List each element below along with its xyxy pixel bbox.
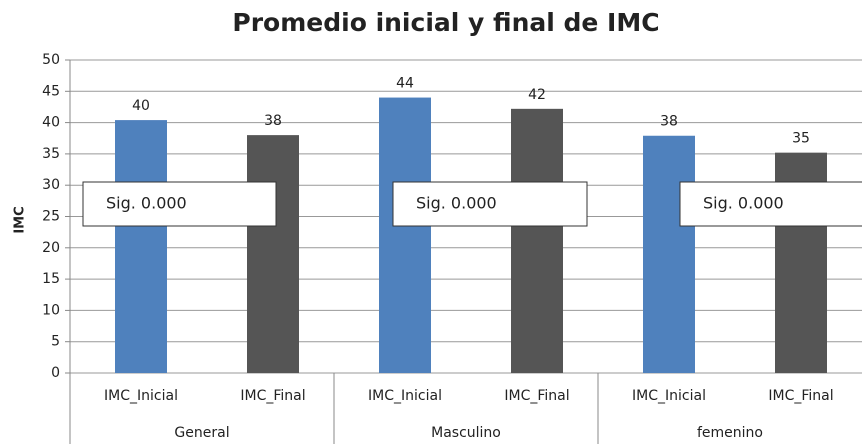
y-tick-label: 25 [42,209,60,225]
y-tick-label: 45 [42,83,60,99]
value-label: 40 [132,98,150,114]
value-label: 38 [660,114,678,130]
value-label: 35 [792,131,810,147]
annotation: Sig. 0.000 [416,194,497,213]
group-label: General [174,425,229,441]
y-tick-label: 35 [42,146,60,162]
y-axis-label: IMC [13,206,28,233]
annotation: Sig. 0.000 [703,194,784,213]
bar [115,120,167,373]
chart-title: Promedio inicial y final de IMC [232,8,659,37]
y-tick-label: 40 [42,115,60,131]
x-tick-label: IMC_Final [240,388,305,404]
y-tick-label: 20 [42,240,60,256]
y-tick-label: 30 [42,177,60,193]
value-label: 42 [528,87,546,103]
y-tick-label: 0 [51,365,60,381]
annotation-box [392,181,588,227]
bar [379,97,431,373]
value-label: 44 [396,76,414,92]
annotation-box [679,181,862,227]
bar [511,108,563,373]
group-label: femenino [697,425,763,441]
x-tick-label: IMC_Final [504,388,569,404]
x-tick-label: IMC_Final [768,388,833,404]
group-label: Masculino [431,425,501,441]
bar [643,135,695,373]
annotation-box [82,181,277,227]
y-tick-label: 50 [42,52,60,68]
bar [247,135,299,373]
y-tick-label: 5 [51,334,60,350]
y-tick-label: 15 [42,271,60,287]
x-tick-label: IMC_Inicial [368,388,442,404]
y-tick-label: 10 [42,302,60,318]
x-tick-label: IMC_Inicial [632,388,706,404]
x-tick-label: IMC_Inicial [104,388,178,404]
value-label: 38 [264,113,282,129]
annotation: Sig. 0.000 [106,194,187,213]
